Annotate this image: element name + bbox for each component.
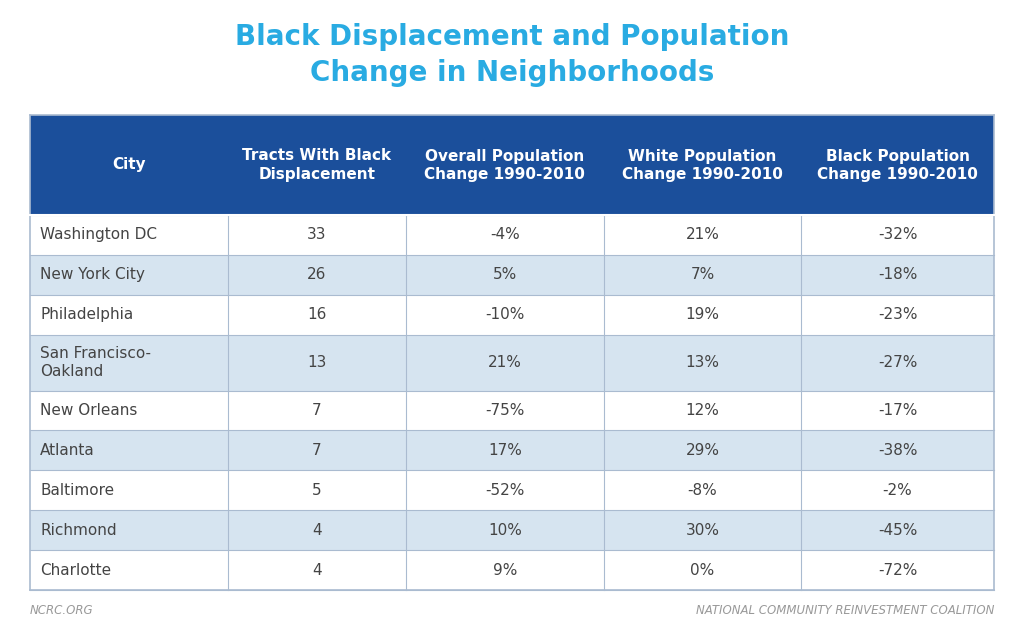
Text: 9%: 9% [493,563,517,577]
Text: -2%: -2% [883,483,912,498]
Text: -23%: -23% [878,307,918,322]
Bar [30,550,994,590]
Text: -17%: -17% [878,403,918,418]
Text: Richmond: Richmond [40,522,117,538]
Bar [30,215,994,255]
Text: 0%: 0% [690,563,715,577]
Text: White Population
Change 1990-2010: White Population Change 1990-2010 [622,148,782,182]
Text: 13%: 13% [685,355,720,370]
Bar [30,430,994,470]
Text: 7: 7 [312,403,322,418]
Text: 7%: 7% [690,268,715,282]
Text: 17%: 17% [487,443,521,458]
Text: Philadelphia: Philadelphia [40,307,133,322]
Bar [30,255,994,295]
Text: 10%: 10% [487,522,521,538]
Text: NATIONAL COMMUNITY REINVESTMENT COALITION: NATIONAL COMMUNITY REINVESTMENT COALITIO… [695,603,994,616]
Text: Black Population
Change 1990-2010: Black Population Change 1990-2010 [817,148,978,182]
Text: Overall Population
Change 1990-2010: Overall Population Change 1990-2010 [424,148,585,182]
Text: 26: 26 [307,268,327,282]
Text: 33: 33 [307,227,327,242]
Text: -52%: -52% [485,483,524,498]
Text: Tracts With Black
Displacement: Tracts With Black Displacement [243,148,391,182]
Bar [30,470,994,510]
Text: Black Displacement and Population
Change in Neighborhoods: Black Displacement and Population Change… [234,23,790,87]
Text: -18%: -18% [878,268,918,282]
Bar [30,334,994,391]
Text: -10%: -10% [485,307,524,322]
Text: San Francisco-
Oakland: San Francisco- Oakland [40,346,151,379]
Text: 21%: 21% [487,355,521,370]
Text: New Orleans: New Orleans [40,403,137,418]
Text: NCRC.ORG: NCRC.ORG [30,603,93,616]
Text: New York City: New York City [40,268,144,282]
Text: -45%: -45% [878,522,918,538]
Text: 4: 4 [312,563,322,577]
Text: 5%: 5% [493,268,517,282]
Text: -32%: -32% [878,227,918,242]
Text: 5: 5 [312,483,322,498]
Text: Atlanta: Atlanta [40,443,95,458]
Text: -27%: -27% [878,355,918,370]
Text: -75%: -75% [485,403,524,418]
Bar [30,115,994,215]
Text: Baltimore: Baltimore [40,483,114,498]
Text: -38%: -38% [878,443,918,458]
Bar [30,391,994,430]
Text: 7: 7 [312,443,322,458]
Text: 21%: 21% [685,227,719,242]
Text: Washington DC: Washington DC [40,227,157,242]
Text: 16: 16 [307,307,327,322]
Text: 4: 4 [312,522,322,538]
Text: 29%: 29% [685,443,720,458]
Text: 30%: 30% [685,522,720,538]
Text: -72%: -72% [878,563,918,577]
Text: 19%: 19% [685,307,720,322]
Text: 12%: 12% [685,403,719,418]
Text: -4%: -4% [489,227,519,242]
Bar [30,295,994,334]
Text: -8%: -8% [687,483,717,498]
Text: 13: 13 [307,355,327,370]
Text: Charlotte: Charlotte [40,563,112,577]
Text: City: City [112,158,145,172]
Bar [30,510,994,550]
